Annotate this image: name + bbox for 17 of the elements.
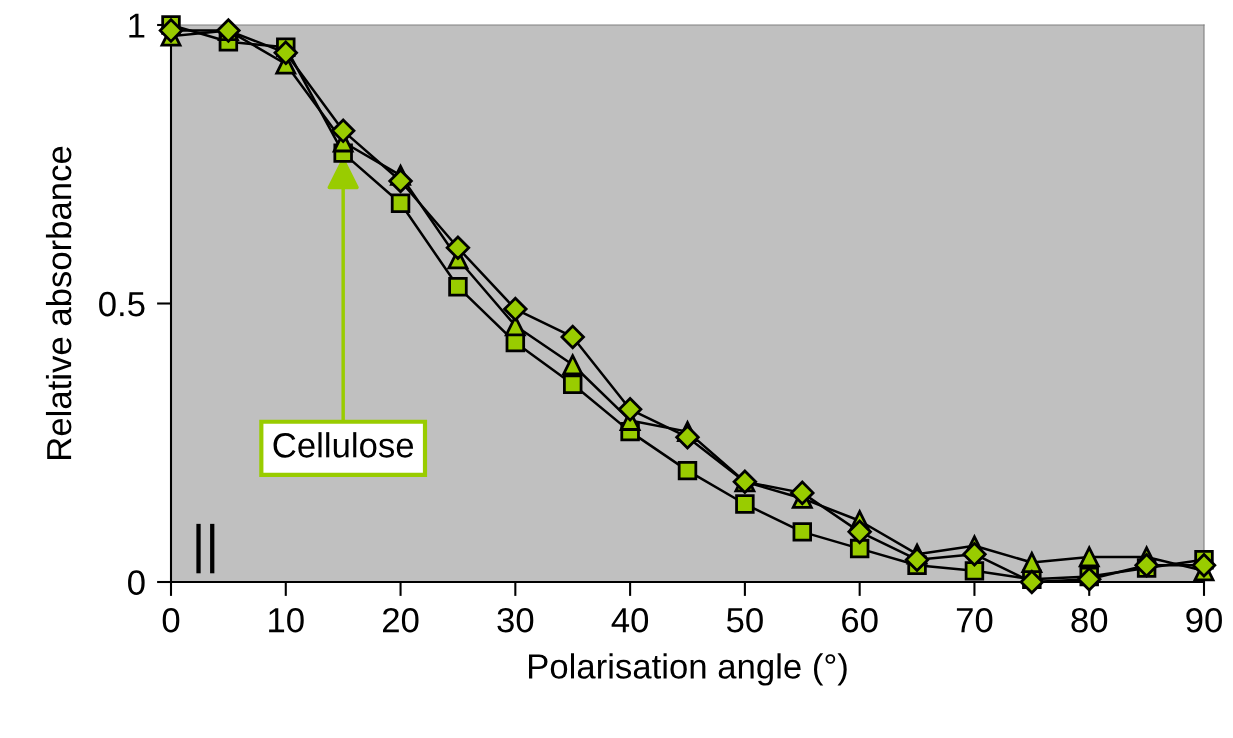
x-tick-label: 0 <box>162 607 180 633</box>
x-tick-label: 50 <box>726 607 763 633</box>
x-tick-label: 30 <box>497 607 534 633</box>
y-tick-label: 0 <box>128 570 145 595</box>
x-tick-label: 70 <box>956 607 993 633</box>
x-tick-label: 10 <box>269 607 304 633</box>
x-tick-label: 60 <box>842 607 878 633</box>
x-axis-title: Polarisation angle (°) <box>529 653 847 686</box>
y-axis-title: Relative absorbance <box>45 146 72 459</box>
x-tick-label: 20 <box>382 607 419 633</box>
x-tick-label: 40 <box>611 607 649 633</box>
y-tick-label: 0.5 <box>99 291 145 317</box>
annotation: Cellulose <box>273 432 414 458</box>
x-tick-label: 80 <box>1071 607 1108 633</box>
annotation: || <box>196 523 215 574</box>
y-tick-label: 1 <box>129 13 145 38</box>
x-tick-label: 90 <box>1186 607 1222 633</box>
